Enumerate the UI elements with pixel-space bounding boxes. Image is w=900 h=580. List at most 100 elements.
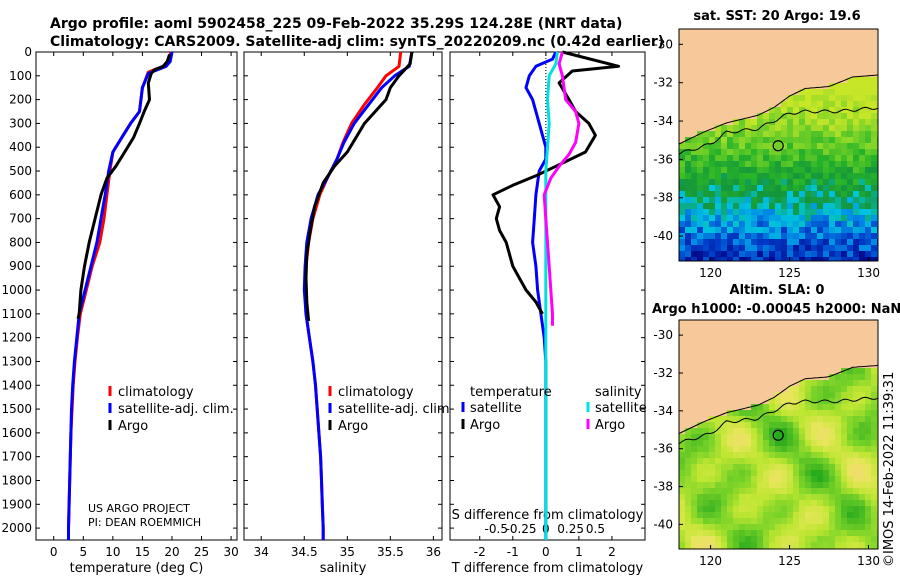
ocean-cell	[835, 440, 841, 446]
ocean-cell	[805, 440, 811, 446]
ocean-cell	[775, 452, 781, 458]
ocean-cell	[721, 524, 727, 530]
ocean-cell	[781, 167, 787, 173]
ocean-cell	[775, 209, 781, 215]
ocean-cell	[805, 482, 811, 488]
ocean-cell	[817, 440, 823, 446]
ocean-cell	[739, 197, 745, 203]
ocean-cell	[745, 209, 751, 215]
ocean-cell	[793, 227, 799, 233]
y-tick-label: 900	[9, 259, 32, 273]
ocean-cell	[763, 482, 769, 488]
ocean-cell	[721, 161, 727, 167]
ocean-cell	[871, 428, 877, 434]
ocean-cell	[853, 113, 859, 119]
ocean-cell	[817, 257, 823, 261]
ocean-cell	[871, 95, 877, 101]
ocean-cell	[721, 536, 727, 542]
ocean-cell	[841, 518, 847, 524]
ocean-cell	[709, 440, 715, 446]
ocean-cell	[721, 251, 727, 257]
ocean-cell	[811, 257, 817, 261]
ocean-cell	[817, 512, 823, 518]
ocean-cell	[775, 185, 781, 191]
ocean-cell	[859, 161, 865, 167]
legend-label: satellite-adj. clim.	[338, 402, 454, 417]
ocean-cell	[835, 191, 841, 197]
ocean-cell	[703, 203, 709, 209]
ocean-cell	[703, 251, 709, 257]
ocean-cell	[865, 446, 871, 452]
ocean-cell	[865, 434, 871, 440]
ocean-cell	[763, 191, 769, 197]
ocean-cell	[865, 536, 871, 542]
ocean-cell	[685, 470, 691, 476]
ocean-cell	[859, 446, 865, 452]
ocean-cell	[757, 422, 763, 428]
ocean-cell	[763, 251, 769, 257]
ocean-cell	[853, 446, 859, 452]
ocean-cell	[787, 530, 793, 536]
ocean-cell	[733, 125, 739, 131]
ocean-cell	[841, 155, 847, 161]
ocean-cell	[733, 197, 739, 203]
y-tick-label: 1200	[1, 331, 32, 345]
ocean-cell	[865, 476, 871, 482]
ocean-cell	[805, 470, 811, 476]
ocean-cell	[775, 215, 781, 221]
ocean-cell	[793, 233, 799, 239]
ocean-cell	[811, 428, 817, 434]
ocean-cell	[787, 173, 793, 179]
ocean-cell	[727, 209, 733, 215]
ocean-cell	[769, 167, 775, 173]
map-y-tick-label: -30	[653, 328, 673, 342]
ocean-cell	[751, 494, 757, 500]
ocean-cell	[733, 137, 739, 143]
ocean-cell	[757, 119, 763, 125]
ocean-cell	[835, 251, 841, 257]
ocean-cell	[823, 137, 829, 143]
ocean-cell	[763, 143, 769, 149]
ocean-cell	[721, 155, 727, 161]
x-tick-label: 34	[254, 545, 269, 559]
y-tick-label: 200	[9, 93, 32, 107]
ocean-cell	[727, 215, 733, 221]
ocean-cell	[859, 227, 865, 233]
ocean-cell	[697, 155, 703, 161]
ocean-cell	[691, 167, 697, 173]
ocean-cell	[865, 482, 871, 488]
ocean-cell	[781, 416, 787, 422]
ocean-cell	[835, 209, 841, 215]
ocean-cell	[835, 233, 841, 239]
ocean-cell	[679, 512, 685, 518]
ocean-cell	[751, 416, 757, 422]
ocean-cell	[859, 251, 865, 257]
ocean-cell	[853, 440, 859, 446]
ocean-cell	[787, 404, 793, 410]
map-y-tick-label: -38	[653, 480, 673, 494]
ocean-cell	[859, 239, 865, 245]
ocean-cell	[787, 185, 793, 191]
ocean-cell	[793, 536, 799, 542]
ocean-cell	[817, 131, 823, 137]
ocean-cell	[727, 221, 733, 227]
ocean-cell	[751, 209, 757, 215]
ocean-cell	[787, 416, 793, 422]
ocean-cell	[679, 245, 685, 251]
ocean-cell	[871, 440, 877, 446]
ocean-cell	[685, 476, 691, 482]
ocean-cell	[763, 506, 769, 512]
ocean-cell	[739, 452, 745, 458]
ocean-cell	[829, 203, 835, 209]
ocean-cell	[853, 221, 859, 227]
ocean-cell	[793, 119, 799, 125]
ocean-cell	[685, 512, 691, 518]
ocean-cell	[829, 380, 835, 386]
ocean-cell	[763, 446, 769, 452]
ocean-cell	[781, 482, 787, 488]
ocean-cell	[853, 179, 859, 185]
ocean-cell	[781, 452, 787, 458]
ocean-cell	[793, 452, 799, 458]
ocean-cell	[715, 518, 721, 524]
ocean-cell	[823, 392, 829, 398]
